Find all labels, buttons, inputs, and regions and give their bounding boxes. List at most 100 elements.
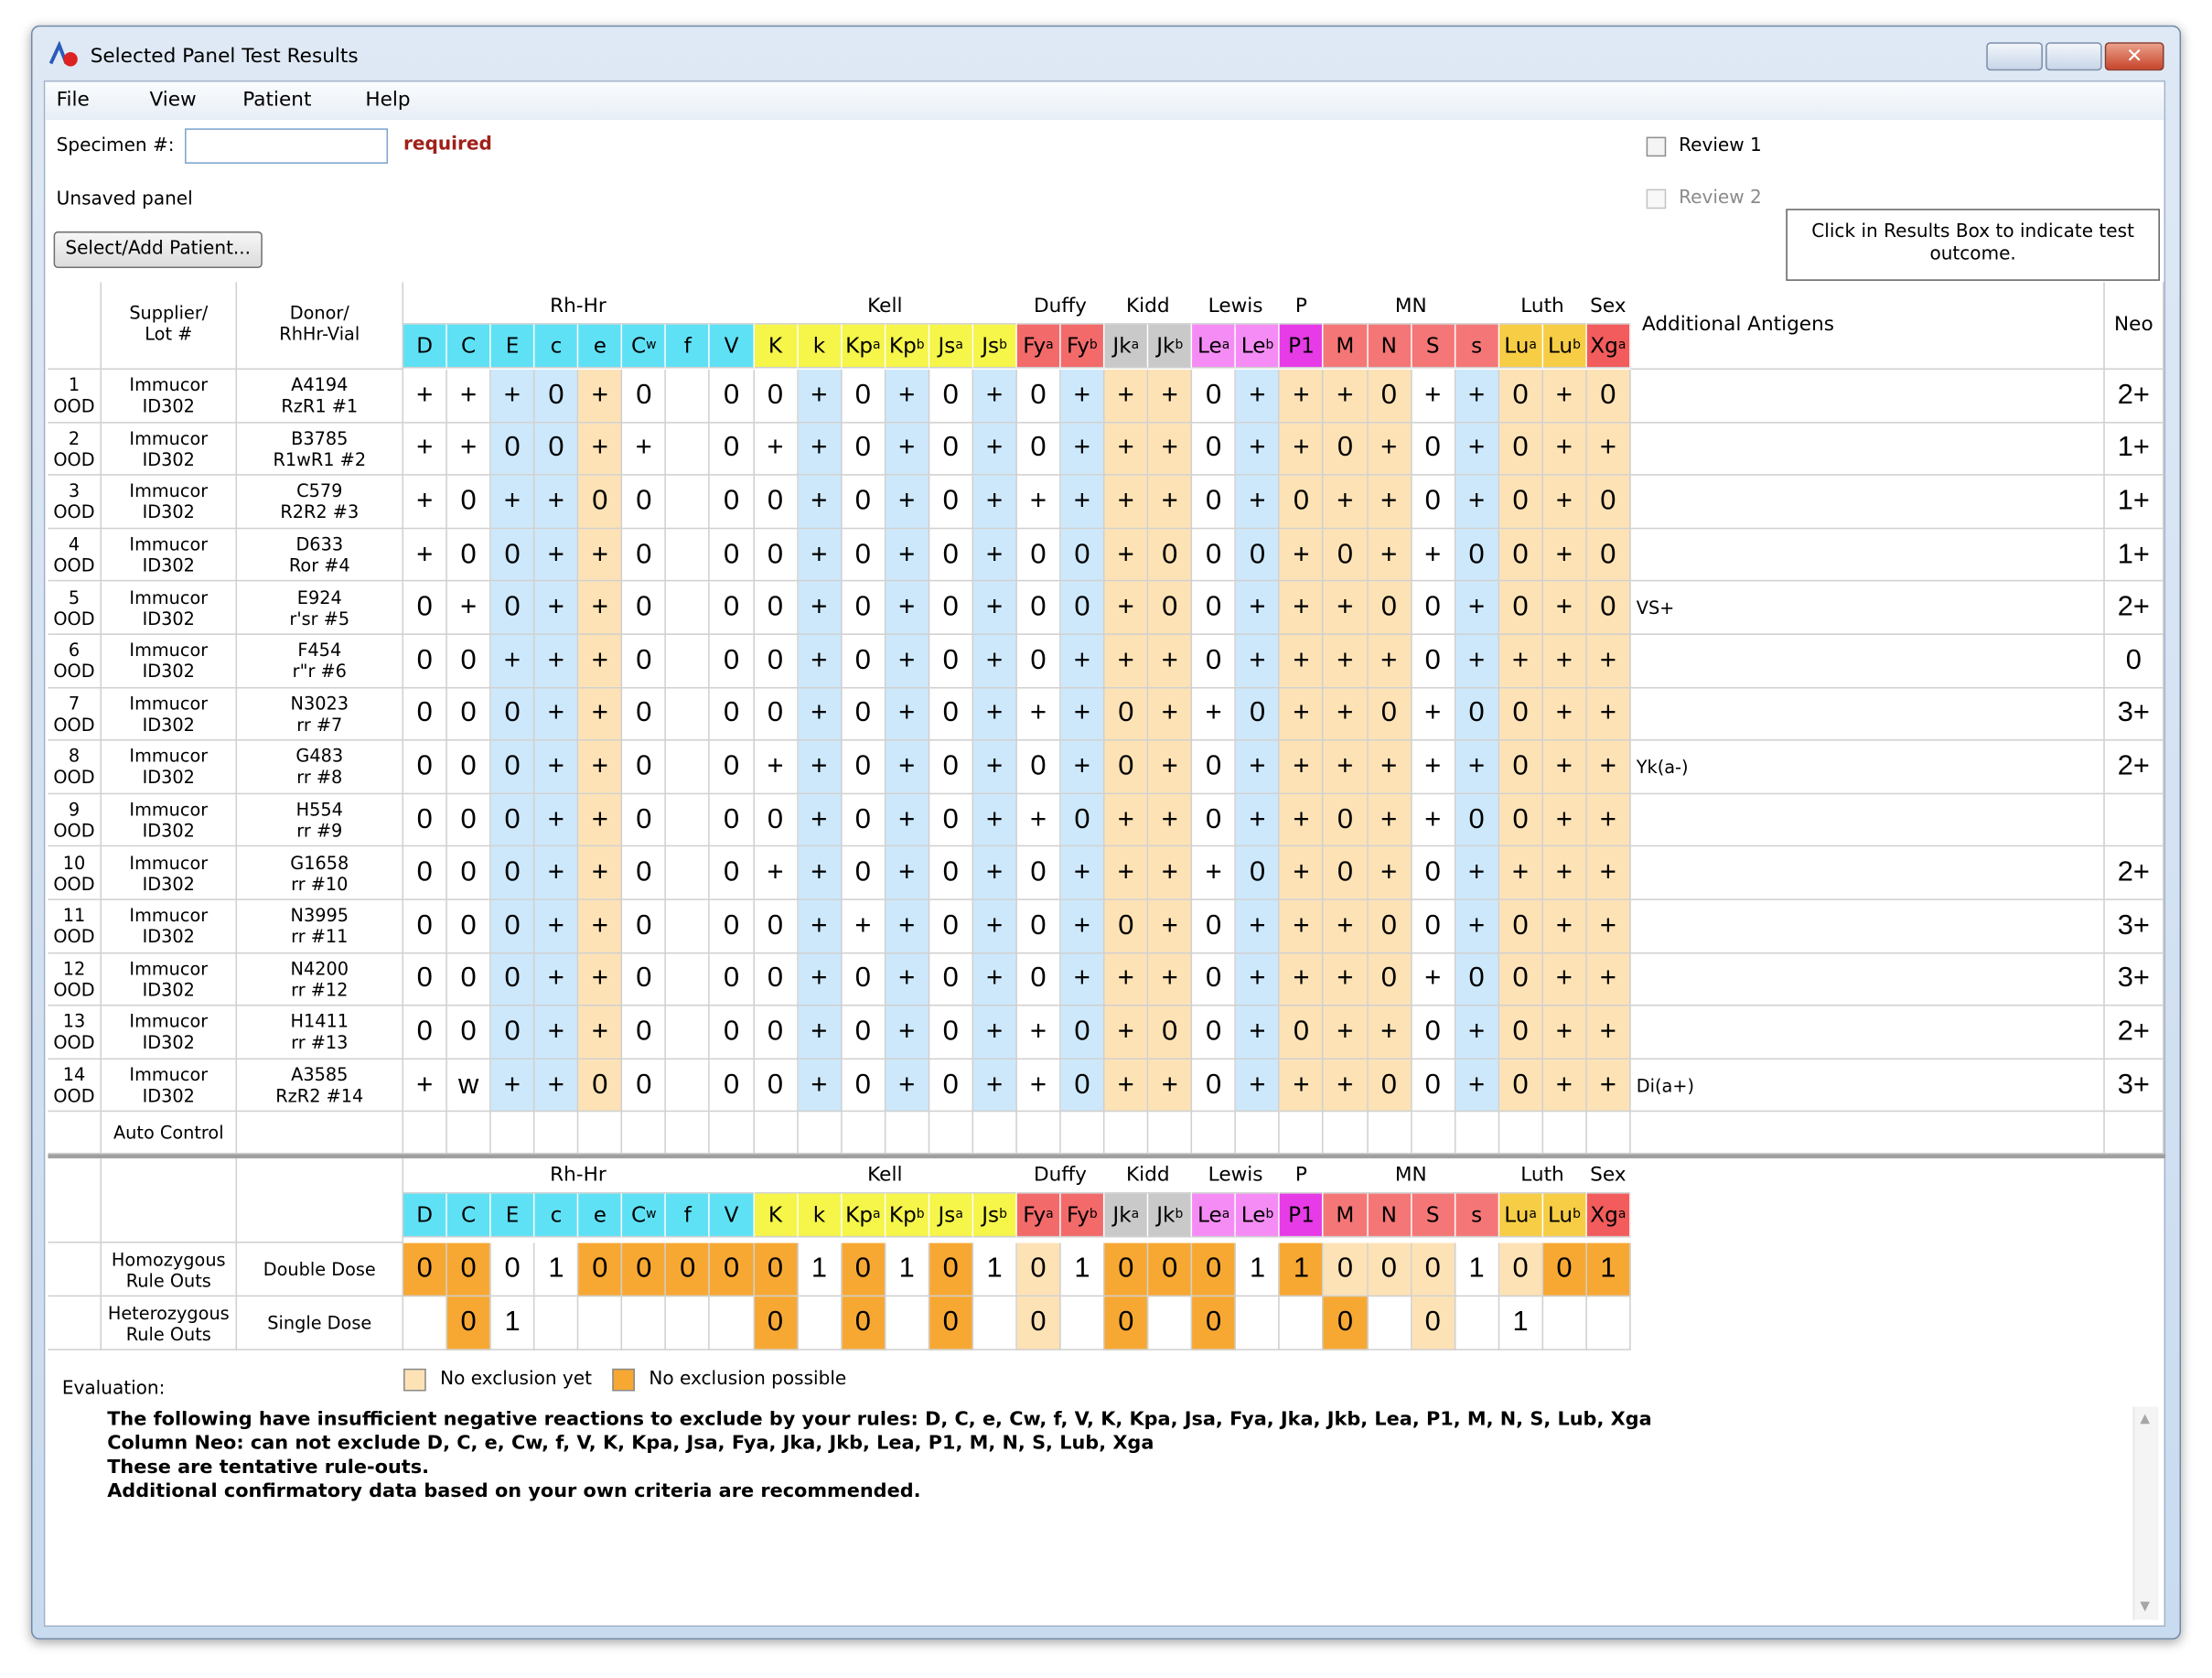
maximize-button[interactable] [2046, 42, 2102, 71]
result-cell[interactable]: + [1236, 1059, 1281, 1113]
result-cell[interactable] [666, 423, 711, 476]
result-cell[interactable]: + [1368, 740, 1412, 794]
result-cell[interactable]: 0 [622, 1006, 667, 1060]
auto-result-cell[interactable] [446, 1112, 491, 1156]
result-cell[interactable]: + [886, 634, 929, 688]
result-cell[interactable]: 0 [842, 370, 886, 424]
result-cell[interactable]: + [1280, 423, 1325, 476]
result-cell[interactable]: 0 [1498, 740, 1543, 794]
result-cell[interactable]: + [1586, 740, 1631, 794]
result-cell[interactable]: 0 [622, 740, 667, 794]
result-cell[interactable]: + [886, 528, 929, 582]
result-cell[interactable]: + [1542, 740, 1587, 794]
result-cell[interactable]: 0 [1016, 423, 1061, 476]
result-cell[interactable]: 0 [1498, 423, 1543, 476]
result-cell[interactable]: + [798, 475, 843, 529]
result-cell[interactable]: + [1455, 370, 1499, 424]
result-cell[interactable] [666, 370, 711, 424]
result-cell[interactable]: + [1060, 370, 1105, 424]
menu-item[interactable]: Help [365, 89, 411, 112]
result-cell[interactable]: + [1192, 687, 1237, 741]
result-cell[interactable]: + [534, 846, 579, 900]
result-cell[interactable]: + [1324, 1006, 1369, 1060]
result-cell[interactable]: 0 [1368, 899, 1412, 953]
result-cell[interactable]: 0 [929, 634, 973, 688]
result-cell[interactable]: 0 [1236, 846, 1281, 900]
result-cell[interactable]: + [754, 740, 799, 794]
select-patient-button[interactable]: Select/Add Patient... [53, 231, 263, 268]
result-cell[interactable]: + [1542, 1059, 1587, 1113]
result-cell[interactable]: + [798, 1059, 843, 1113]
result-cell[interactable]: 0 [929, 740, 973, 794]
result-cell[interactable]: + [886, 687, 929, 741]
neo-cell[interactable] [2104, 793, 2164, 847]
result-cell[interactable]: + [1586, 423, 1631, 476]
result-cell[interactable]: 0 [1192, 1006, 1237, 1060]
result-cell[interactable]: + [1016, 687, 1061, 741]
result-cell[interactable]: 0 [1324, 846, 1369, 900]
result-cell[interactable]: + [490, 1059, 535, 1113]
auto-result-cell[interactable] [798, 1112, 843, 1156]
result-cell[interactable]: 0 [710, 846, 755, 900]
result-cell[interactable]: + [1586, 1059, 1631, 1113]
result-cell[interactable]: + [1455, 634, 1499, 688]
result-cell[interactable]: + [886, 899, 929, 953]
result-cell[interactable]: 0 [1586, 528, 1631, 582]
result-cell[interactable]: + [1148, 370, 1193, 424]
result-cell[interactable]: + [1324, 687, 1369, 741]
auto-result-cell[interactable] [1236, 1112, 1281, 1156]
result-cell[interactable]: + [1192, 846, 1237, 900]
minimize-button[interactable] [1986, 42, 2043, 71]
review1-checkbox[interactable] [1646, 136, 1667, 157]
result-cell[interactable]: + [972, 1059, 1017, 1113]
result-cell[interactable]: 0 [1104, 687, 1149, 741]
result-cell[interactable]: + [403, 1059, 447, 1113]
result-cell[interactable] [666, 952, 711, 1006]
close-button[interactable]: ✕ [2104, 42, 2164, 71]
result-cell[interactable]: 0 [754, 1006, 799, 1060]
result-cell[interactable]: 0 [1498, 687, 1543, 741]
result-cell[interactable]: + [1324, 740, 1369, 794]
result-cell[interactable]: 0 [1016, 846, 1061, 900]
result-cell[interactable]: 0 [622, 846, 667, 900]
result-cell[interactable]: + [972, 1006, 1017, 1060]
result-cell[interactable]: 0 [1498, 1059, 1543, 1113]
result-cell[interactable]: + [1455, 899, 1499, 953]
result-cell[interactable]: + [754, 846, 799, 900]
result-cell[interactable]: 0 [490, 899, 535, 953]
auto-result-cell[interactable] [1016, 1112, 1061, 1156]
result-cell[interactable]: + [1455, 740, 1499, 794]
result-cell[interactable] [666, 899, 711, 953]
result-cell[interactable]: + [1542, 793, 1587, 847]
result-cell[interactable]: + [1104, 634, 1149, 688]
result-cell[interactable]: + [490, 370, 535, 424]
result-cell[interactable]: + [798, 370, 843, 424]
auto-result-cell[interactable] [886, 1112, 929, 1156]
result-cell[interactable]: + [1104, 581, 1149, 635]
result-cell[interactable]: + [972, 793, 1017, 847]
auto-result-cell[interactable] [490, 1112, 535, 1156]
result-cell[interactable]: 0 [403, 899, 447, 953]
result-cell[interactable]: + [578, 581, 623, 635]
neo-cell[interactable]: 2+ [2104, 846, 2164, 900]
result-cell[interactable]: + [403, 528, 447, 582]
result-cell[interactable]: 0 [710, 793, 755, 847]
result-cell[interactable]: 0 [842, 634, 886, 688]
result-cell[interactable]: 0 [446, 740, 491, 794]
result-cell[interactable]: + [1016, 1059, 1061, 1113]
result-cell[interactable]: + [1280, 1059, 1325, 1113]
result-cell[interactable]: 0 [1498, 581, 1543, 635]
result-cell[interactable]: + [798, 846, 843, 900]
result-cell[interactable]: + [798, 1006, 843, 1060]
result-cell[interactable]: + [1586, 952, 1631, 1006]
result-cell[interactable]: + [1016, 1006, 1061, 1060]
auto-result-cell[interactable] [842, 1112, 886, 1156]
result-cell[interactable] [666, 528, 711, 582]
result-cell[interactable]: + [1148, 1059, 1193, 1113]
neo-cell[interactable]: 2+ [2104, 581, 2164, 635]
result-cell[interactable]: 0 [842, 581, 886, 635]
result-cell[interactable]: + [1412, 687, 1455, 741]
result-cell[interactable]: + [1368, 528, 1412, 582]
result-cell[interactable]: 0 [1280, 475, 1325, 529]
auto-result-cell[interactable] [1148, 1112, 1193, 1156]
